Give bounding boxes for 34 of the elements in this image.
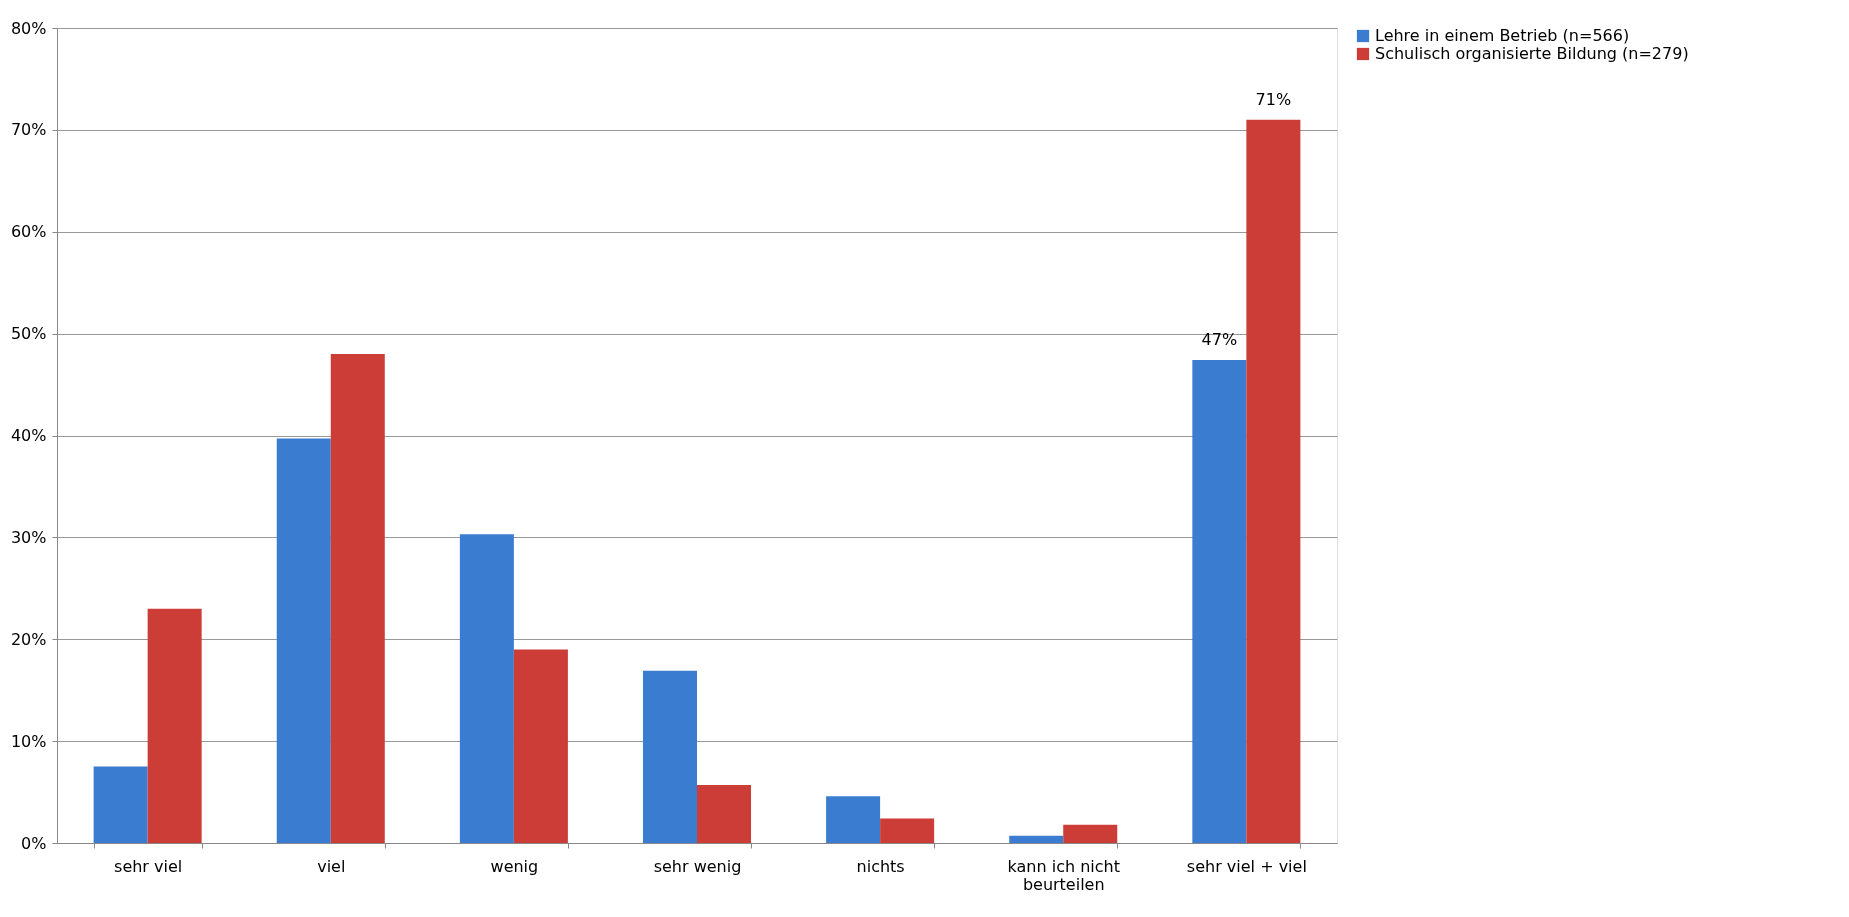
y-tick-label: 20%	[10, 629, 47, 649]
y-tick-label: 60%	[10, 222, 47, 242]
bar	[513, 649, 568, 843]
y-tick-label: 30%	[10, 527, 47, 547]
bar	[330, 354, 385, 843]
legend-label: Schulisch organisierte Bildung (n=279)	[1375, 44, 1689, 63]
y-tick-label: 80%	[10, 18, 47, 38]
bar	[459, 534, 514, 843]
x-tick-label: nichts	[856, 856, 905, 876]
x-tick-label: sehr viel	[114, 856, 183, 876]
bar	[1009, 835, 1064, 843]
legend-label: Lehre in einem Betrieb (n=566)	[1375, 26, 1630, 45]
y-tick-label: 0%	[21, 833, 47, 853]
bar	[276, 438, 331, 843]
bar	[826, 796, 881, 843]
bar	[642, 670, 697, 843]
x-tick-label: kann ich nicht beurteilen	[1007, 856, 1120, 894]
bar	[880, 818, 935, 843]
x-tick-label: sehr wenig	[653, 856, 742, 876]
data-label: 47%	[1201, 330, 1238, 350]
x-tick-label: viel	[317, 856, 346, 876]
y-tick-label: 50%	[10, 324, 47, 344]
x-tick-label: wenig	[490, 856, 539, 876]
bar	[93, 766, 148, 843]
y-tick-label: 70%	[10, 120, 47, 140]
bar	[697, 784, 752, 843]
bar	[1063, 824, 1118, 843]
data-label: 71%	[1255, 89, 1292, 109]
y-tick-label: 40%	[10, 426, 47, 445]
bar	[147, 608, 202, 843]
x-tick-label: sehr viel + viel	[1186, 856, 1307, 876]
bar	[1192, 360, 1247, 843]
y-tick-label: 10%	[10, 731, 47, 751]
bar	[1246, 119, 1301, 843]
